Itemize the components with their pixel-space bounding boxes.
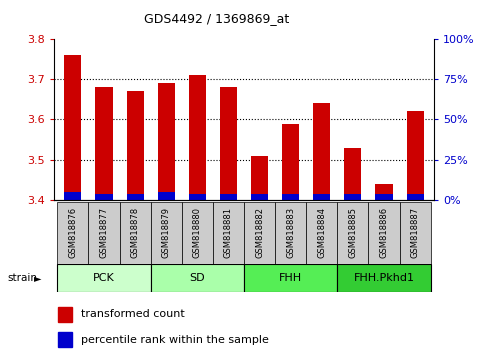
Bar <box>96 87 112 200</box>
Bar <box>376 184 392 200</box>
Text: GSM818878: GSM818878 <box>131 207 140 258</box>
Text: transformed count: transformed count <box>80 309 184 320</box>
Text: percentile rank within the sample: percentile rank within the sample <box>80 335 268 345</box>
Bar <box>58 332 72 347</box>
Text: GSM818876: GSM818876 <box>69 207 77 258</box>
Bar <box>189 194 206 200</box>
Text: GSM818877: GSM818877 <box>100 207 108 258</box>
Bar <box>58 307 72 322</box>
Bar <box>127 91 143 200</box>
Bar <box>189 75 206 200</box>
Bar <box>220 87 237 200</box>
FancyBboxPatch shape <box>213 202 244 264</box>
Text: GSM818879: GSM818879 <box>162 207 171 258</box>
Bar <box>313 103 330 200</box>
Bar <box>65 55 81 200</box>
Text: SD: SD <box>189 273 205 283</box>
FancyBboxPatch shape <box>244 202 275 264</box>
Text: GSM818883: GSM818883 <box>286 207 295 258</box>
Bar <box>158 192 175 200</box>
Text: FHH: FHH <box>279 273 302 283</box>
FancyBboxPatch shape <box>337 202 368 264</box>
Bar <box>127 194 143 200</box>
Bar <box>282 124 299 200</box>
FancyBboxPatch shape <box>244 264 337 292</box>
Text: GSM818882: GSM818882 <box>255 207 264 258</box>
Text: FHH.Pkhd1: FHH.Pkhd1 <box>353 273 415 283</box>
Bar <box>345 194 361 200</box>
FancyBboxPatch shape <box>368 202 400 264</box>
Text: GSM818884: GSM818884 <box>317 207 326 258</box>
FancyBboxPatch shape <box>275 202 306 264</box>
FancyBboxPatch shape <box>337 264 431 292</box>
Bar <box>251 156 268 200</box>
Bar <box>376 194 392 200</box>
FancyBboxPatch shape <box>57 264 151 292</box>
Text: GSM818887: GSM818887 <box>411 207 420 258</box>
Bar <box>220 194 237 200</box>
Bar <box>407 112 423 200</box>
FancyBboxPatch shape <box>88 202 120 264</box>
Text: GSM818880: GSM818880 <box>193 207 202 258</box>
Bar <box>345 148 361 200</box>
Bar <box>65 192 81 200</box>
Text: strain: strain <box>7 273 37 283</box>
FancyBboxPatch shape <box>306 202 337 264</box>
Bar <box>96 194 112 200</box>
Bar <box>407 194 423 200</box>
FancyBboxPatch shape <box>182 202 213 264</box>
Text: GSM818886: GSM818886 <box>380 207 388 258</box>
Bar <box>313 194 330 200</box>
FancyBboxPatch shape <box>151 202 182 264</box>
Text: PCK: PCK <box>93 273 115 283</box>
Text: ►: ► <box>34 274 41 284</box>
Bar <box>251 194 268 200</box>
Bar <box>282 194 299 200</box>
Text: GSM818885: GSM818885 <box>349 207 357 258</box>
FancyBboxPatch shape <box>151 264 244 292</box>
Bar <box>158 83 175 200</box>
FancyBboxPatch shape <box>400 202 431 264</box>
FancyBboxPatch shape <box>57 202 88 264</box>
FancyBboxPatch shape <box>120 202 151 264</box>
Text: GSM818881: GSM818881 <box>224 207 233 258</box>
Text: GDS4492 / 1369869_at: GDS4492 / 1369869_at <box>144 12 289 25</box>
